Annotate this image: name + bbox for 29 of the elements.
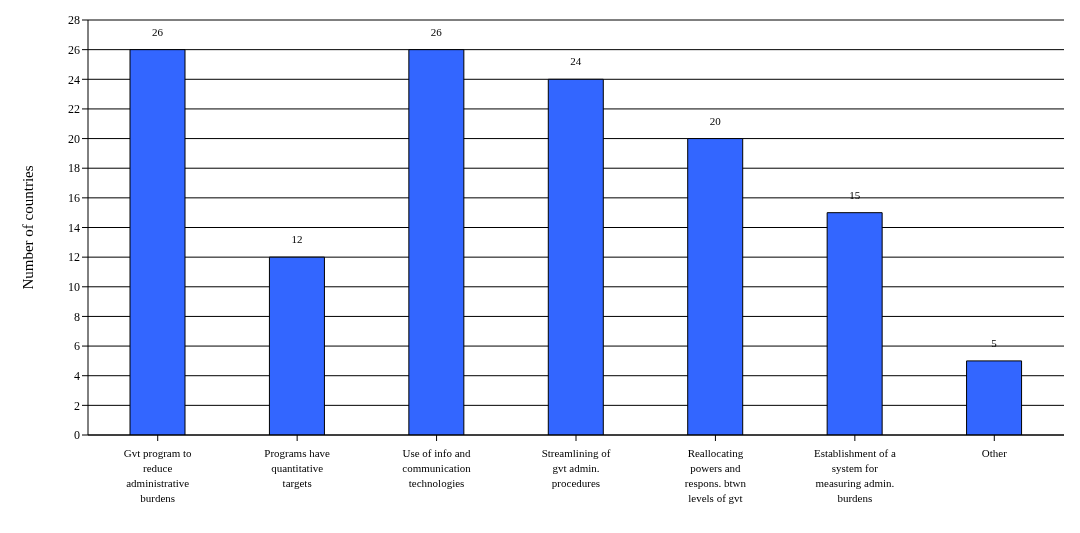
- data-label: 24: [570, 55, 582, 68]
- data-label: 20: [709, 114, 722, 127]
- x-tick-label: Use of info and communication technologies: [402, 447, 472, 489]
- x-tick-label: Programs have quantitative targets: [264, 447, 331, 489]
- y-tick-label: 4: [74, 368, 80, 383]
- y-tick-label: 18: [68, 161, 80, 176]
- data-label: 26: [152, 25, 164, 38]
- y-tick-label: 8: [74, 309, 80, 324]
- y-tick-label: 22: [68, 102, 80, 117]
- y-tick-label: 28: [68, 13, 80, 28]
- y-tick-label: 26: [68, 42, 80, 57]
- x-tick-label: Gvt program to reduce administrative burdens: [123, 447, 193, 504]
- data-label: 5: [991, 336, 998, 349]
- y-tick-label: 12: [68, 250, 80, 265]
- y-tick-label: 0: [74, 428, 80, 443]
- y-axis-title: Number of countries: [20, 165, 37, 290]
- y-tick-label: 24: [68, 72, 80, 87]
- y-tick-label: 6: [74, 339, 80, 354]
- data-label: 12: [291, 233, 303, 246]
- y-tick-label: 10: [68, 280, 80, 295]
- x-tick-label: Establishment of a system for measuring admin. burdens: [813, 447, 896, 504]
- x-tick-label: Reallocating powers and respons. btwn levels of gvt: [684, 447, 747, 504]
- y-tick-label: 20: [68, 131, 80, 146]
- x-tick-label: Streamlining of gvt admin. procedures: [541, 447, 611, 489]
- y-tick-label: 2: [74, 398, 80, 413]
- data-label: 26: [430, 25, 443, 38]
- y-tick-label: 14: [68, 220, 80, 235]
- y-tick-label: 16: [68, 191, 80, 206]
- x-tick-label: Other: [981, 447, 1008, 459]
